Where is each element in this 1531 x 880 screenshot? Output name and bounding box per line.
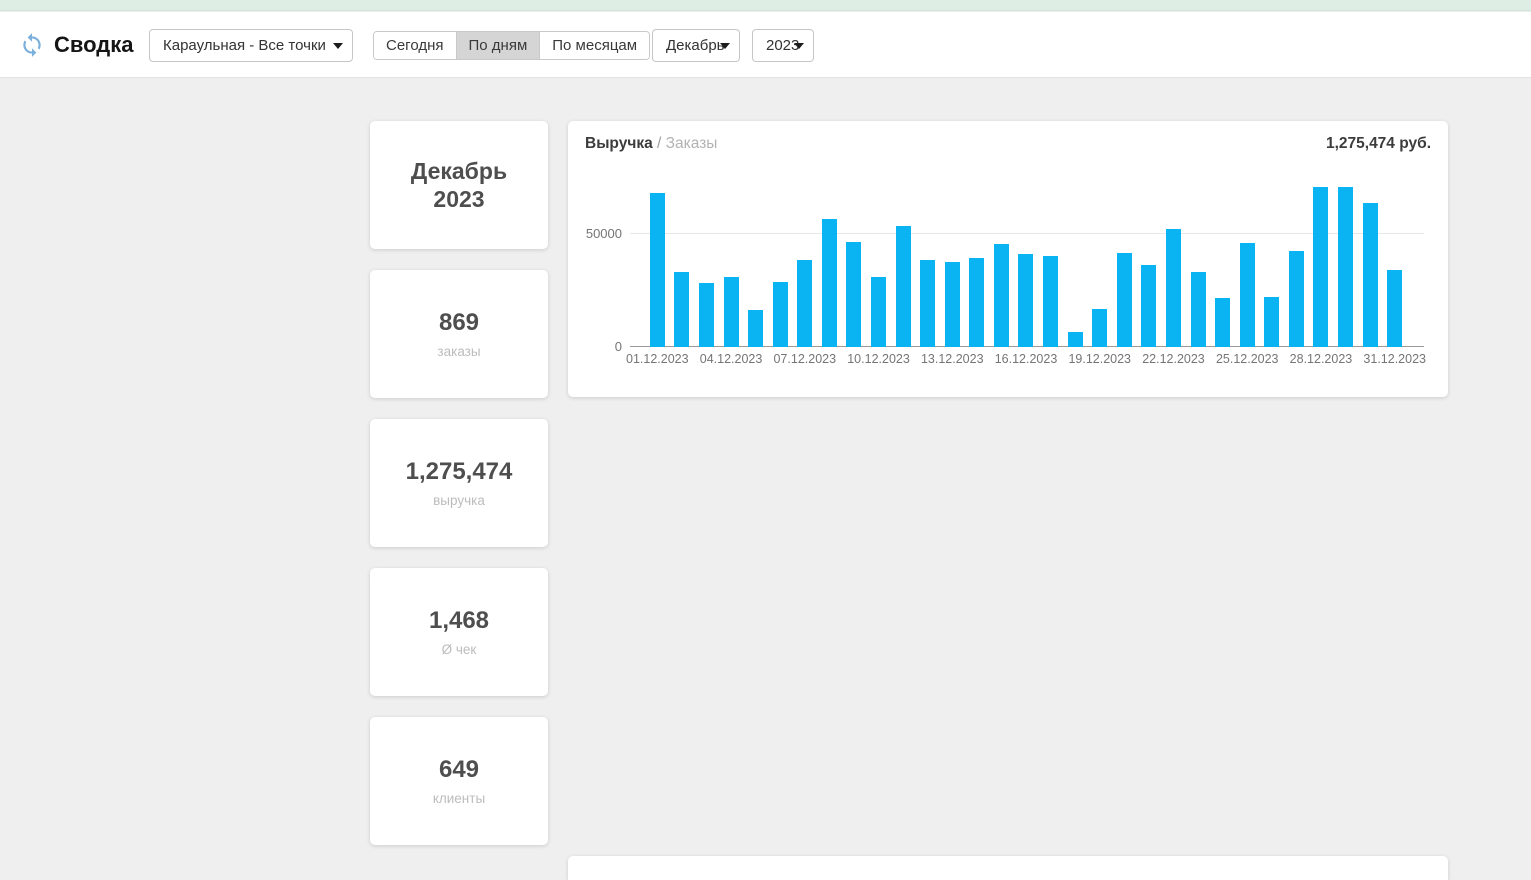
metric-label: Ø чек [441, 642, 477, 657]
year-select[interactable]: 2023 [752, 29, 814, 62]
chart-bar[interactable] [1337, 187, 1353, 347]
chart-bar[interactable] [1387, 270, 1403, 347]
metric-value: 869 [438, 309, 480, 336]
chart-bar[interactable] [1165, 229, 1181, 347]
chart-bar[interactable] [1141, 265, 1157, 347]
metric-label: клиенты [432, 791, 486, 806]
summary-cards: Декабрь 2023 869 заказы 1,275,474 выручка 1,46… [370, 121, 548, 845]
period-tab[interactable]: По месяцам [539, 32, 650, 59]
month-select[interactable]: Декабрь [652, 29, 740, 62]
chart-bar[interactable] [1264, 297, 1280, 347]
chart-bar[interactable] [748, 310, 764, 347]
x-axis-label: 25.12.2023 [1215, 352, 1279, 366]
next-panel-peek [568, 856, 1448, 880]
refresh-button[interactable] [19, 32, 45, 58]
chart-bar[interactable] [846, 242, 862, 347]
y-axis-label: 50000 [585, 226, 622, 241]
metric-label: заказы [437, 344, 481, 359]
chart-total-value: 1,275,474 руб. [1325, 135, 1431, 152]
x-axis-label: 16.12.2023 [994, 352, 1058, 366]
metric-label: выручка [433, 493, 485, 508]
dropdown-arrow-icon [720, 43, 730, 49]
period-card: Декабрь 2023 [370, 121, 548, 249]
x-axis-label: 28.12.2023 [1289, 352, 1353, 366]
chart-title-separator: / [657, 135, 662, 152]
x-axis-label: 01.12.2023 [626, 352, 689, 366]
chart-bar[interactable] [895, 226, 911, 347]
chart-title: Выручка / Заказы [585, 135, 717, 153]
chart-bar[interactable] [723, 277, 739, 347]
x-axis-label: 31.12.2023 [1363, 352, 1426, 366]
chart-bar[interactable] [674, 272, 690, 347]
x-axis-label: 04.12.2023 [699, 352, 763, 366]
y-axis-label: 0 [614, 339, 622, 354]
chart-bar[interactable] [1190, 272, 1206, 347]
metric-card: 1,468 Ø чек [370, 568, 548, 696]
chart-bar[interactable] [870, 277, 886, 347]
chart-bar[interactable] [698, 283, 714, 347]
chart-title-revenue[interactable]: Выручка [585, 135, 653, 152]
period-card-text: Декабрь 2023 [410, 158, 508, 212]
metric-card: 1,275,474 выручка [370, 419, 548, 547]
metric-value: 649 [438, 756, 480, 783]
period-tab[interactable]: По дням [455, 32, 540, 59]
x-axis-label: 22.12.2023 [1142, 352, 1205, 366]
chart-gridline-50000 [630, 233, 1424, 234]
location-select-value: Караульная - Все точки [163, 37, 326, 54]
chart-bar[interactable] [772, 282, 788, 347]
year-select-value: 2023 [766, 37, 800, 54]
x-axis-label: 13.12.2023 [920, 352, 984, 366]
chart-bar[interactable] [1018, 254, 1034, 347]
chart-bar[interactable] [1043, 256, 1059, 347]
chart-title-orders[interactable]: Заказы [665, 135, 718, 152]
x-axis-label: 10.12.2023 [847, 352, 910, 366]
period-tab[interactable]: Сегодня [374, 32, 456, 59]
month-select-value: Декабрь [666, 37, 725, 54]
chart-bar[interactable] [797, 260, 813, 347]
chart-bar[interactable] [1116, 253, 1132, 347]
chart-bar[interactable] [1092, 309, 1108, 347]
metric-value: 1,468 [428, 607, 490, 634]
dropdown-arrow-icon [333, 43, 343, 49]
period-tabs: Сегодня По дням По месяцам [373, 31, 651, 60]
chart-bar[interactable] [920, 260, 936, 347]
metric-card: 869 заказы [370, 270, 548, 398]
chart-bar[interactable] [1313, 187, 1329, 347]
metric-value: 1,275,474 [405, 458, 513, 485]
chart-x-axis: 01.12.2023 04.12.2023 07.12.2023 10.12.2023… [626, 352, 1426, 368]
chart-bar[interactable] [944, 262, 960, 347]
x-axis-label: 07.12.2023 [773, 352, 837, 366]
page-title: Сводка [54, 32, 134, 57]
chart-bar[interactable] [1288, 251, 1304, 347]
chart-bar[interactable] [1067, 332, 1083, 347]
chart-bar[interactable] [1215, 298, 1231, 347]
metric-card: 649 клиенты [370, 717, 548, 845]
location-select[interactable]: Караульная - Все точки [149, 29, 353, 62]
chart-bar[interactable] [1362, 203, 1378, 347]
top-strip [0, 0, 1531, 11]
chart-bar[interactable] [1239, 243, 1255, 347]
chart-bar[interactable] [821, 219, 837, 347]
refresh-icon [19, 33, 45, 61]
toolbar: Сводка Караульная - Все точки Сегодня По … [0, 12, 1531, 78]
x-axis-label: 19.12.2023 [1068, 352, 1132, 366]
dropdown-arrow-icon [794, 43, 804, 49]
chart-bar[interactable] [649, 193, 665, 347]
chart-bar[interactable] [993, 244, 1009, 347]
chart-bars [645, 182, 1407, 347]
revenue-chart-panel: Выручка / Заказы 1,275,474 руб. 50000 0 … [568, 121, 1448, 397]
chart-bar[interactable] [969, 258, 985, 347]
